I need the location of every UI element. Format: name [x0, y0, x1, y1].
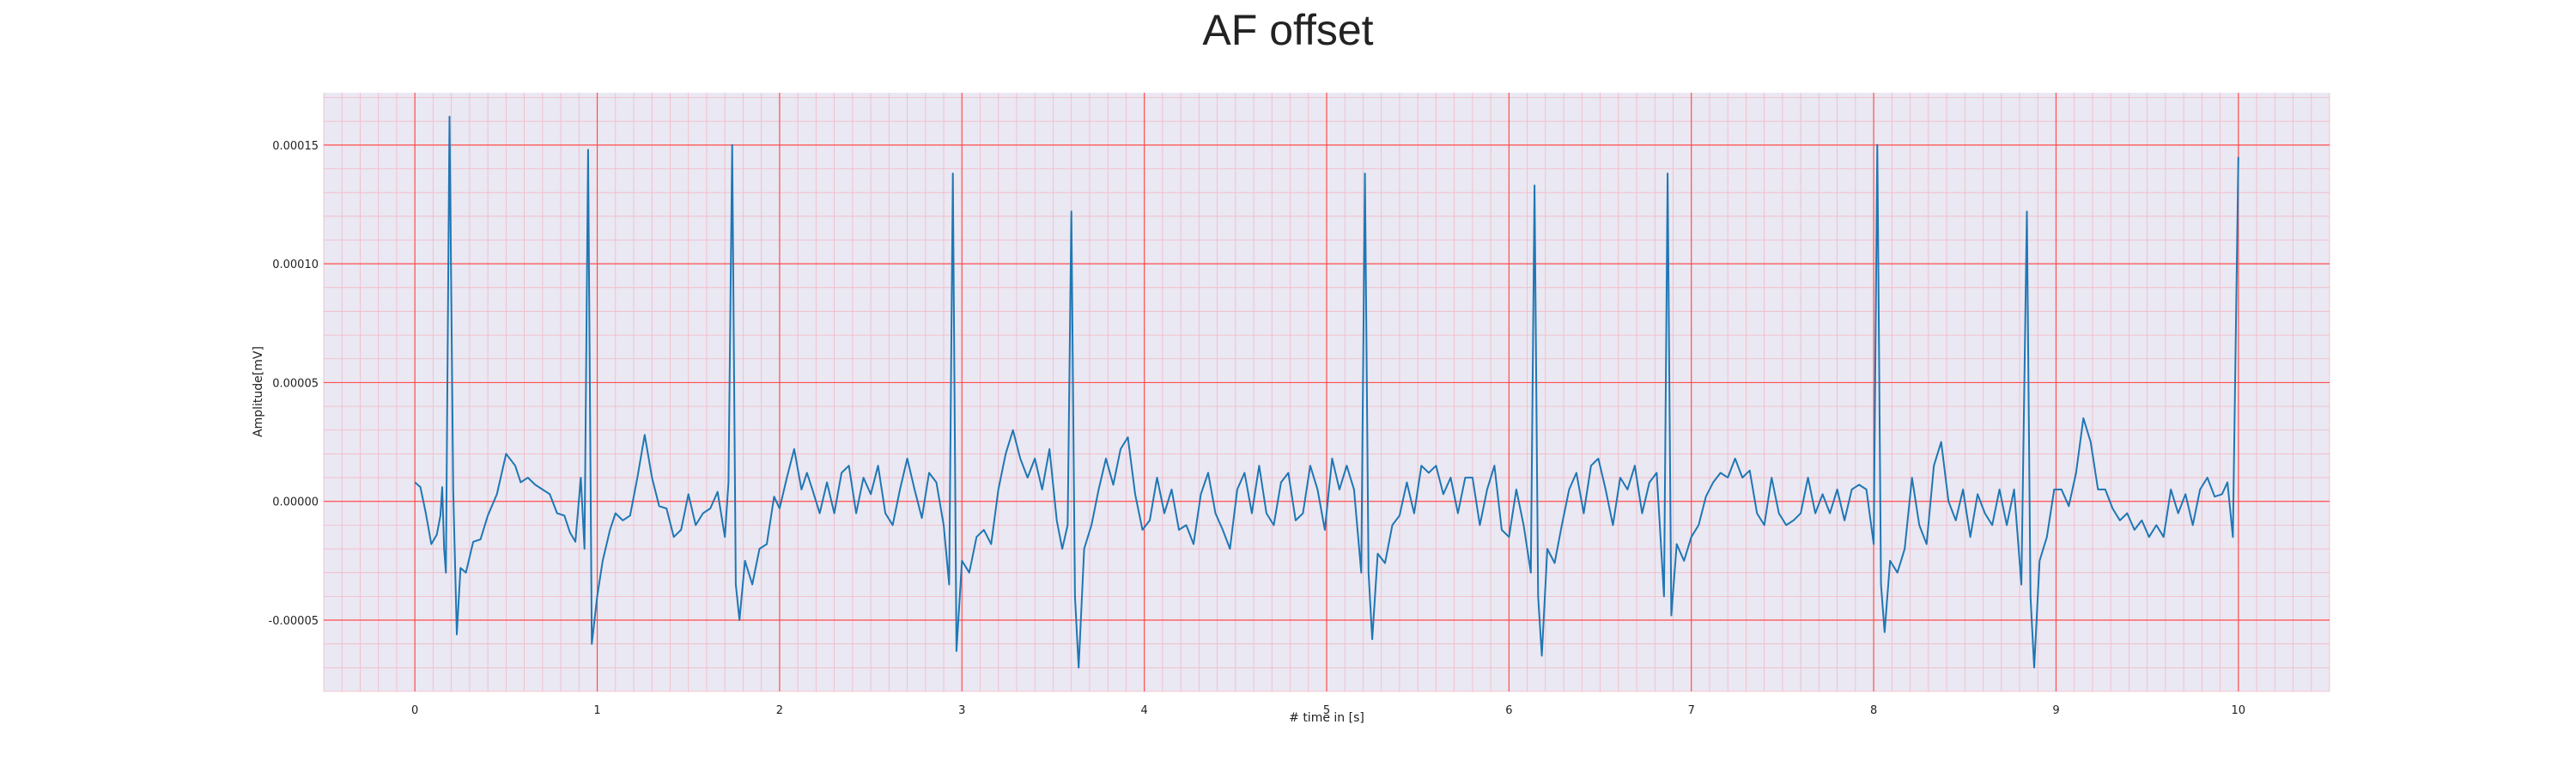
x-tick-label: 1	[593, 704, 600, 717]
x-tick-label: 4	[1140, 704, 1147, 717]
series-line	[414, 115, 2239, 669]
x-tick-label: 5	[1323, 704, 1330, 717]
y-tick-label: 0.00005	[272, 377, 319, 390]
x-axis-label: # time in [s]	[1289, 711, 1364, 725]
x-tick-labels: 0 1 2 3 4 5 6 7 8 9 10	[411, 704, 2245, 717]
chart-title: AF offset	[1202, 6, 1373, 54]
x-tick-label: 10	[2232, 704, 2246, 717]
y-tick-label: 0.00010	[272, 259, 319, 271]
x-tick-label: 8	[1870, 704, 1877, 717]
x-tick-label: 3	[958, 704, 965, 717]
x-tick-label: 9	[2052, 704, 2059, 717]
y-axis-label: Amplitude[mV]	[252, 346, 265, 437]
x-tick-label: 0	[411, 704, 418, 717]
x-tick-label: 7	[1688, 704, 1695, 717]
y-tick-label: -0.00005	[269, 615, 319, 628]
y-tick-labels: -0.00005 0.00000 0.00005 0.00010 0.00015	[269, 140, 319, 628]
y-tick-label: 0.00000	[272, 496, 319, 509]
x-tick-label: 6	[1505, 704, 1512, 717]
series-layer	[414, 115, 2239, 669]
y-tick-label: 0.00015	[272, 140, 319, 153]
major-grid	[324, 93, 2330, 691]
x-tick-label: 2	[776, 704, 783, 717]
